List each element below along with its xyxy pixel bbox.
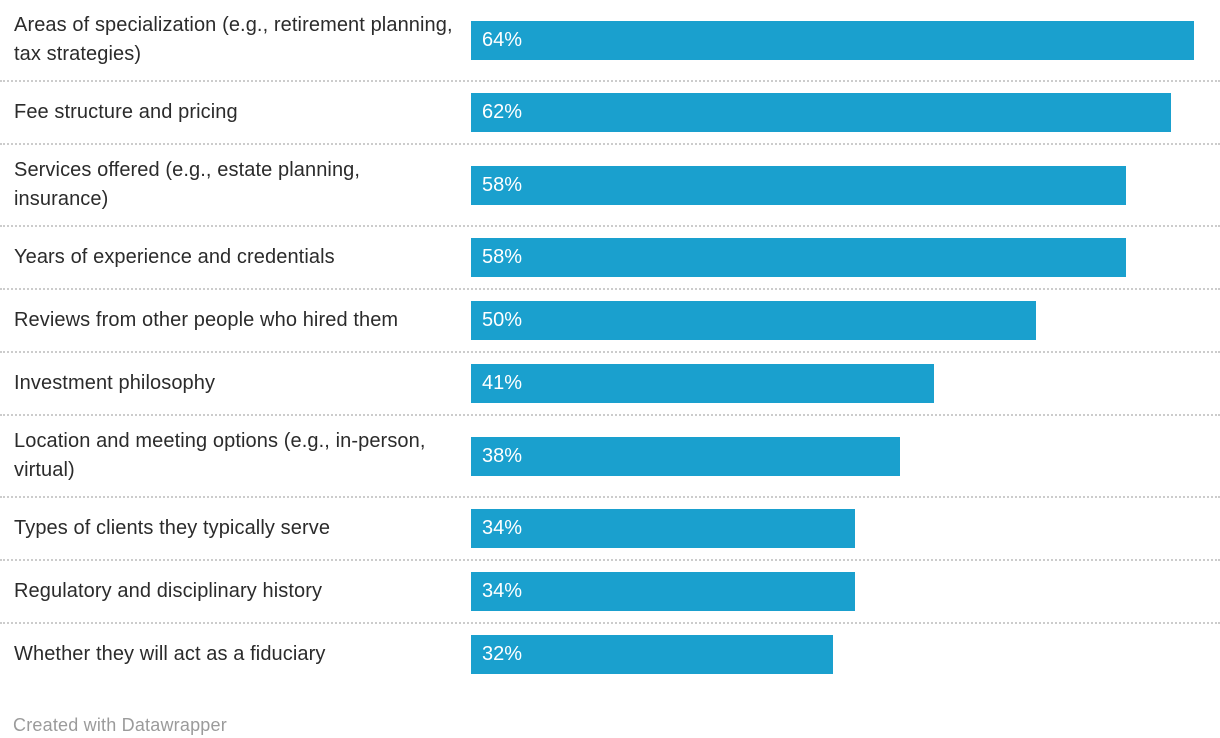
bar-value-label: 34% [482, 517, 523, 539]
category-label: Fee structure and pricing [14, 101, 238, 123]
bar-track: 41% [471, 364, 1194, 403]
chart-row: Regulatory and disciplinary history 34% [0, 561, 1220, 624]
bar-value-label: 62% [482, 101, 523, 123]
bar: 41% [471, 364, 935, 403]
category-label: Types of clients they typically serve [14, 517, 331, 539]
datawrapper-attribution-link[interactable]: Created with Datawrapper [13, 715, 227, 735]
chart-row: Fee structure and pricing 62% [0, 82, 1220, 145]
bar: 64% [471, 20, 1194, 60]
chart-row: Areas of specialization (e.g., retiremen… [0, 0, 1220, 82]
bar: 50% [471, 301, 1036, 340]
bar: 34% [471, 509, 856, 548]
category-label: Investment philosophy [14, 372, 216, 394]
category-label: Services offered (e.g., estate planning,… [14, 159, 361, 210]
bar: 58% [471, 165, 1127, 205]
bar: 58% [471, 238, 1127, 277]
bar-value-label: 32% [482, 643, 523, 665]
bar-track: 32% [471, 635, 1194, 674]
bar-track: 50% [471, 301, 1194, 340]
chart-row: Types of clients they typically serve 34… [0, 498, 1220, 561]
bar-value-label: 41% [482, 372, 523, 394]
chart-rows: Areas of specialization (e.g., retiremen… [0, 0, 1220, 685]
bar-value-label: 50% [482, 309, 523, 331]
chart-row: Years of experience and credentials 58% [0, 227, 1220, 290]
bar-track: 62% [471, 93, 1194, 132]
category-label: Whether they will act as a fiduciary [14, 643, 326, 665]
category-label: Reviews from other people who hired them [14, 309, 399, 331]
bar-track: 64% [471, 20, 1194, 60]
bar: 34% [471, 572, 856, 611]
bar-value-label: 64% [482, 28, 523, 51]
category-label: Years of experience and credentials [14, 246, 335, 268]
chart-row: Whether they will act as a fiduciary 32% [0, 624, 1220, 685]
bar-value-label: 58% [482, 246, 523, 268]
bar-value-label: 58% [482, 173, 523, 196]
category-label: Regulatory and disciplinary history [14, 580, 323, 602]
chart-row: Investment philosophy 41% [0, 353, 1220, 416]
bar-value-label: 38% [482, 444, 523, 467]
bar-track: 58% [471, 238, 1194, 277]
bar-value-label: 34% [482, 580, 523, 602]
bar-track: 34% [471, 572, 1194, 611]
chart-row: Location and meeting options (e.g., in-p… [0, 416, 1220, 498]
category-label: Areas of specialization (e.g., retiremen… [14, 14, 453, 65]
bar: 32% [471, 635, 833, 674]
bar-track: 58% [471, 165, 1194, 205]
chart-row: Reviews from other people who hired them… [0, 290, 1220, 353]
bar: 38% [471, 436, 901, 476]
bar-track: 34% [471, 509, 1194, 548]
bar-track: 38% [471, 436, 1194, 476]
category-label: Location and meeting options (e.g., in-p… [14, 430, 426, 481]
chart-row: Services offered (e.g., estate planning,… [0, 145, 1220, 227]
bar: 62% [471, 93, 1172, 132]
